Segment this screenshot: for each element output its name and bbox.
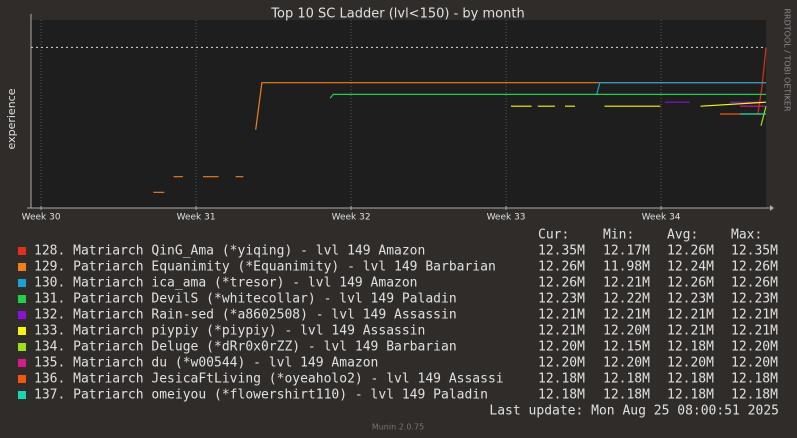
legend-swatch: [18, 359, 26, 367]
stat-value: 12.23M: [731, 292, 778, 307]
stat-value: 12.20M: [538, 340, 585, 355]
stat-value: 12.35M: [538, 244, 585, 259]
series-line: [757, 47, 767, 115]
legend-swatch: [18, 311, 26, 319]
stat-value: 12.26M: [731, 260, 778, 275]
stat-value: 12.21M: [667, 324, 714, 339]
stat-value: 12.21M: [731, 308, 778, 323]
stat-value: 12.20M: [603, 356, 650, 371]
stat-value: 12.26M: [731, 276, 778, 291]
stat-value: 12.17M: [603, 244, 650, 259]
stat-value: 12.21M: [603, 308, 650, 323]
stat-value: 12.20M: [603, 324, 650, 339]
legend-swatch: [18, 375, 26, 383]
legend-swatch: [18, 295, 26, 303]
stat-value: 12.20M: [538, 356, 585, 371]
legend-label: 137. Patriarch omeiyou (*flowershirt110)…: [34, 388, 488, 403]
legend-swatch: [18, 263, 26, 271]
stat-value: 12.18M: [667, 372, 714, 387]
footer: Munin 2.0.75: [372, 423, 424, 432]
stat-value: 12.35M: [731, 244, 778, 259]
stat-header: Avg:: [667, 228, 698, 243]
legend-label: 129. Patriarch Equanimity (*Equanimity) …: [34, 260, 496, 275]
stat-value: 12.23M: [667, 292, 714, 307]
series-line: [153, 82, 766, 193]
stat-value: 12.26M: [538, 276, 585, 291]
legend-label: 130. Matriarch ica_ama (*tresor) - lvl 1…: [34, 276, 418, 291]
stat-value: 12.18M: [731, 388, 778, 403]
stat-value: 12.26M: [667, 276, 714, 291]
x-tick-label: Week 31: [177, 213, 216, 223]
x-tick-label: Week 34: [642, 213, 681, 223]
stat-header: Cur:: [538, 228, 569, 243]
stat-value: 12.26M: [667, 244, 714, 259]
side-label: RRDTOOL / TOBI OETIKER: [783, 8, 792, 111]
stat-value: 12.24M: [667, 260, 714, 275]
stat-value: 12.18M: [731, 372, 778, 387]
stat-value: 12.21M: [667, 308, 714, 323]
stat-value: 12.20M: [667, 356, 714, 371]
stat-value: 12.21M: [731, 324, 778, 339]
stat-value: 12.18M: [538, 388, 585, 403]
x-tick-label: Week 30: [22, 213, 61, 223]
stat-value: 12.18M: [667, 340, 714, 355]
legend-label: 132. Matriarch Rain-sed (*a8602508) - lv…: [34, 308, 457, 323]
chart-title: Top 10 SC Ladder (lvl<150) - by month: [270, 7, 524, 22]
stat-value: 12.21M: [538, 308, 585, 323]
legend-swatch: [18, 247, 26, 255]
legend-label: 134. Patriarch Deluge (*dRr0x0rZZ) - lvl…: [34, 340, 457, 355]
y-axis-label: experience: [5, 88, 18, 149]
stat-value: 12.26M: [538, 260, 585, 275]
series-line: [329, 93, 766, 99]
legend-swatch: [18, 391, 26, 399]
stat-value: 12.20M: [731, 340, 778, 355]
stat-value: 11.98M: [603, 260, 650, 275]
legend-swatch: [18, 279, 26, 287]
legend-swatch: [18, 343, 26, 351]
legend-label: 136. Matriarch JesicaFtLiving (*oyeaholo…: [34, 372, 504, 387]
stat-value: 12.21M: [538, 324, 585, 339]
legend-label: 135. Matriarch du (*w00544) - lvl 149 Am…: [34, 356, 378, 371]
legend-swatch: [18, 327, 26, 335]
series-line: [511, 101, 767, 107]
stat-value: 12.18M: [538, 372, 585, 387]
stat-value: 12.18M: [603, 388, 650, 403]
stat-value: 12.15M: [603, 340, 650, 355]
x-tick-label: Week 32: [332, 213, 371, 223]
legend-label: 133. Matriarch piypiy (*piypiy) - lvl 14…: [34, 324, 425, 339]
stat-value: 12.18M: [667, 388, 714, 403]
stat-value: 12.20M: [731, 356, 778, 371]
x-axis-arrow: [770, 205, 774, 211]
stat-value: 12.21M: [603, 276, 650, 291]
x-tick-label: Week 33: [487, 213, 526, 223]
series-line: [760, 106, 767, 126]
stat-value: 12.22M: [603, 292, 650, 307]
stat-value: 12.18M: [603, 372, 650, 387]
stat-header: Min:: [603, 228, 634, 243]
stat-value: 12.23M: [538, 292, 585, 307]
legend-label: 131. Patriarch DevilS (*whitecollar) - l…: [34, 292, 457, 307]
stat-header: Max:: [731, 228, 762, 243]
plot-area: [31, 20, 766, 208]
series-line: [596, 82, 766, 95]
legend-label: 128. Matriarch QinG_Ama (*yiqing) - lvl …: [34, 244, 425, 259]
last-update: Last update: Mon Aug 25 08:00:51 2025: [489, 404, 779, 419]
